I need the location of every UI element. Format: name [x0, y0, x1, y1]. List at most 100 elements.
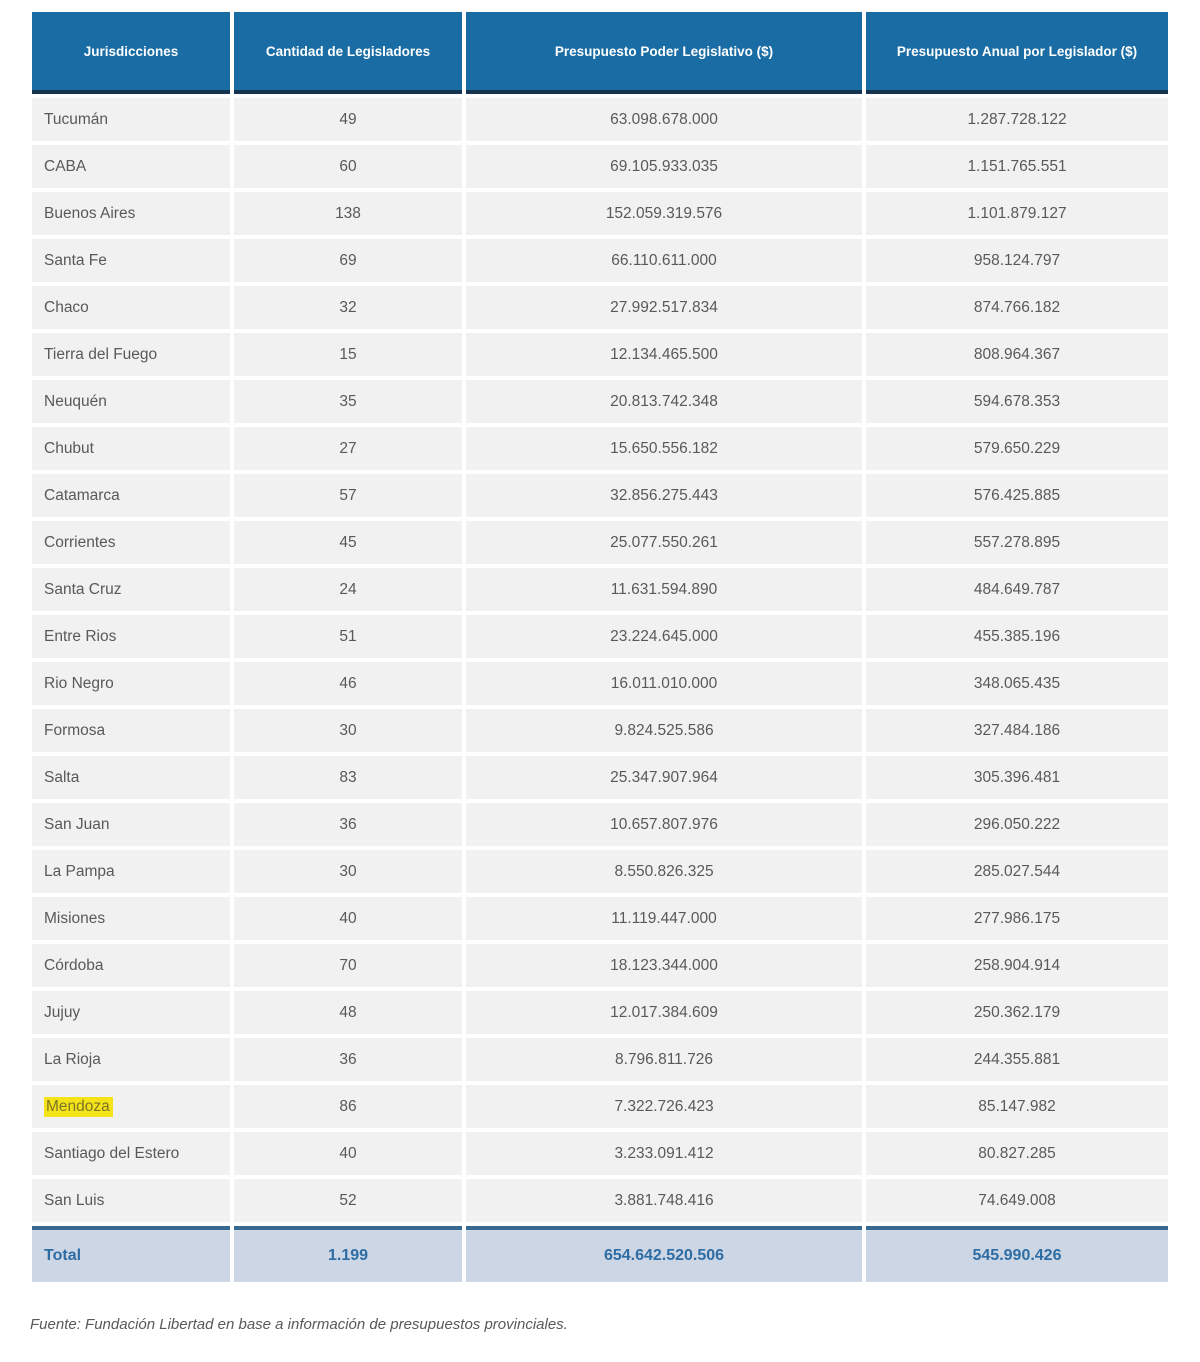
jurisdiction-cell: Chubut [32, 427, 230, 470]
value-cell: 576.425.885 [866, 474, 1168, 517]
value-cell: 594.678.353 [866, 380, 1168, 423]
jurisdiction-cell: Tierra del Fuego [32, 333, 230, 376]
value-cell: 12.134.465.500 [466, 333, 862, 376]
highlight-mark: Mendoza [44, 1096, 113, 1117]
table-row: Mendoza 86 7.322.726.423 85.147.982 [32, 1085, 1168, 1128]
value-cell: 15.650.556.182 [466, 427, 862, 470]
jurisdiction-cell: Santiago del Estero [32, 1132, 230, 1175]
table-body: Tucumán 49 63.098.678.000 1.287.728.122 CABA… [32, 98, 1168, 1222]
value-cell: 36 [234, 1038, 462, 1081]
header-cell-jurisdicciones: Jurisdicciones [32, 12, 230, 94]
value-cell: 69.105.933.035 [466, 145, 862, 188]
header-row: Jurisdicciones Cantidad de Legisladores … [32, 12, 1168, 94]
jurisdiction-cell: La Pampa [32, 850, 230, 893]
value-cell: 32 [234, 286, 462, 329]
jurisdiction-cell: Neuquén [32, 380, 230, 423]
jurisdiction-cell: Santa Fe [32, 239, 230, 282]
value-cell: 36 [234, 803, 462, 846]
total-per-legislator-cell: 545.990.426 [866, 1226, 1168, 1282]
value-cell: 49 [234, 98, 462, 141]
value-cell: 85.147.982 [866, 1085, 1168, 1128]
table-row: La Rioja 36 8.796.811.726 244.355.881 [32, 1038, 1168, 1081]
value-cell: 52 [234, 1179, 462, 1222]
jurisdiction-cell: Mendoza [32, 1085, 230, 1128]
value-cell: 152.059.319.576 [466, 192, 862, 235]
table-row: Tucumán 49 63.098.678.000 1.287.728.122 [32, 98, 1168, 141]
jurisdiction-cell: La Rioja [32, 1038, 230, 1081]
total-legislators-cell: 1.199 [234, 1226, 462, 1282]
value-cell: 69 [234, 239, 462, 282]
value-cell: 66.110.611.000 [466, 239, 862, 282]
total-row: Total 1.199 654.642.520.506 545.990.426 [32, 1226, 1168, 1282]
jurisdiction-cell: Entre Rios [32, 615, 230, 658]
value-cell: 296.050.222 [866, 803, 1168, 846]
table-row: Corrientes 45 25.077.550.261 557.278.895 [32, 521, 1168, 564]
jurisdiction-cell: San Luis [32, 1179, 230, 1222]
value-cell: 557.278.895 [866, 521, 1168, 564]
jurisdiction-cell: Misiones [32, 897, 230, 940]
value-cell: 8.550.826.325 [466, 850, 862, 893]
value-cell: 3.233.091.412 [466, 1132, 862, 1175]
table-row: Entre Rios 51 23.224.645.000 455.385.196 [32, 615, 1168, 658]
table-row: Jujuy 48 12.017.384.609 250.362.179 [32, 991, 1168, 1034]
value-cell: 11.119.447.000 [466, 897, 862, 940]
value-cell: 16.011.010.000 [466, 662, 862, 705]
header-cell-presupuesto-por-legislador: Presupuesto Anual por Legislador ($) [866, 12, 1168, 94]
value-cell: 35 [234, 380, 462, 423]
table-row: CABA 60 69.105.933.035 1.151.765.551 [32, 145, 1168, 188]
table-row: Santa Cruz 24 11.631.594.890 484.649.787 [32, 568, 1168, 611]
jurisdiction-cell: Jujuy [32, 991, 230, 1034]
jurisdiction-cell: CABA [32, 145, 230, 188]
jurisdiction-cell: San Juan [32, 803, 230, 846]
value-cell: 874.766.182 [866, 286, 1168, 329]
value-cell: 23.224.645.000 [466, 615, 862, 658]
value-cell: 250.362.179 [866, 991, 1168, 1034]
value-cell: 25.077.550.261 [466, 521, 862, 564]
value-cell: 327.484.186 [866, 709, 1168, 752]
jurisdiction-cell: Salta [32, 756, 230, 799]
jurisdiction-cell: Rio Negro [32, 662, 230, 705]
value-cell: 10.657.807.976 [466, 803, 862, 846]
value-cell: 57 [234, 474, 462, 517]
jurisdiction-cell: Chaco [32, 286, 230, 329]
table-row: Rio Negro 46 16.011.010.000 348.065.435 [32, 662, 1168, 705]
table-row: Catamarca 57 32.856.275.443 576.425.885 [32, 474, 1168, 517]
header-cell-presupuesto-legislativo: Presupuesto Poder Legislativo ($) [466, 12, 862, 94]
value-cell: 138 [234, 192, 462, 235]
value-cell: 1.287.728.122 [866, 98, 1168, 141]
table-row: Neuquén 35 20.813.742.348 594.678.353 [32, 380, 1168, 423]
value-cell: 958.124.797 [866, 239, 1168, 282]
jurisdiction-cell: Córdoba [32, 944, 230, 987]
value-cell: 46 [234, 662, 462, 705]
value-cell: 32.856.275.443 [466, 474, 862, 517]
value-cell: 25.347.907.964 [466, 756, 862, 799]
value-cell: 1.151.765.551 [866, 145, 1168, 188]
value-cell: 30 [234, 709, 462, 752]
value-cell: 277.986.175 [866, 897, 1168, 940]
jurisdiction-cell: Corrientes [32, 521, 230, 564]
value-cell: 45 [234, 521, 462, 564]
value-cell: 63.098.678.000 [466, 98, 862, 141]
value-cell: 60 [234, 145, 462, 188]
total-label-cell: Total [32, 1226, 230, 1282]
value-cell: 808.964.367 [866, 333, 1168, 376]
value-cell: 244.355.881 [866, 1038, 1168, 1081]
value-cell: 51 [234, 615, 462, 658]
value-cell: 12.017.384.609 [466, 991, 862, 1034]
value-cell: 15 [234, 333, 462, 376]
jurisdiction-cell: Tucumán [32, 98, 230, 141]
table-row: Formosa 30 9.824.525.586 327.484.186 [32, 709, 1168, 752]
value-cell: 579.650.229 [866, 427, 1168, 470]
value-cell: 7.322.726.423 [466, 1085, 862, 1128]
value-cell: 9.824.525.586 [466, 709, 862, 752]
jurisdiction-cell: Buenos Aires [32, 192, 230, 235]
table-row: Tierra del Fuego 15 12.134.465.500 808.964.… [32, 333, 1168, 376]
table-row: San Luis 52 3.881.748.416 74.649.008 [32, 1179, 1168, 1222]
jurisdiction-cell: Catamarca [32, 474, 230, 517]
value-cell: 27 [234, 427, 462, 470]
value-cell: 40 [234, 897, 462, 940]
value-cell: 3.881.748.416 [466, 1179, 862, 1222]
value-cell: 48 [234, 991, 462, 1034]
table-row: Buenos Aires 138 152.059.319.576 1.101.879.… [32, 192, 1168, 235]
